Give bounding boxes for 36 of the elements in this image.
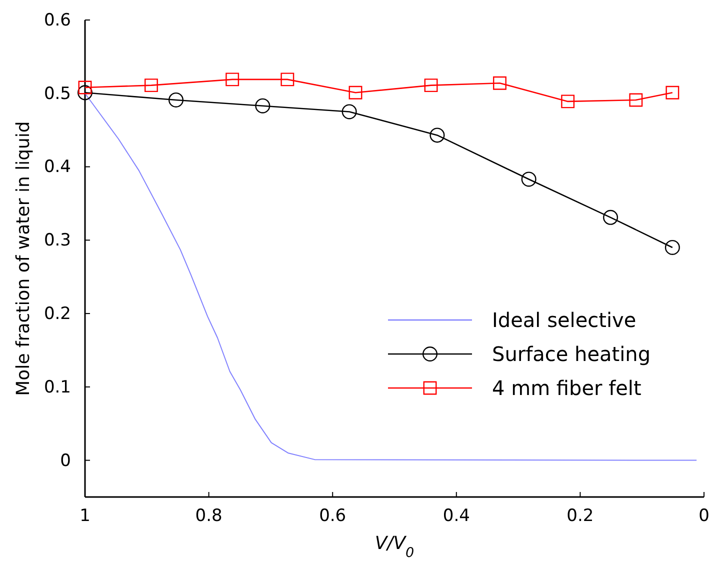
point <box>664 240 680 255</box>
point <box>144 78 158 92</box>
x-tick-label: 0.2 <box>566 506 594 526</box>
point <box>78 80 92 94</box>
x-tick-label: 0.6 <box>319 506 346 526</box>
point <box>348 86 362 100</box>
point <box>666 86 680 100</box>
y-tick-label: 0 <box>60 450 71 471</box>
point <box>561 94 575 108</box>
y-tick-label: 0.2 <box>44 304 71 324</box>
point <box>168 92 184 108</box>
point <box>430 128 445 143</box>
point <box>255 98 270 114</box>
point <box>226 72 240 86</box>
x-tick-label: 0.4 <box>442 506 470 526</box>
point <box>424 78 438 92</box>
y-tick-label: 0.4 <box>44 157 71 178</box>
legend-label: 4 mm fiber felt <box>492 376 642 400</box>
x-axis-title: V/V$_{0}$ <box>374 533 414 561</box>
point <box>77 85 93 100</box>
point <box>521 172 536 187</box>
point <box>342 104 357 120</box>
y-tick-label: 0.3 <box>44 230 71 251</box>
x-tick-label: 1 <box>80 506 90 526</box>
x-tick-label: 0 <box>698 506 710 526</box>
y-tick-label: 0.6 <box>44 10 71 30</box>
x-tick-label: 0.8 <box>195 506 222 526</box>
point <box>629 93 643 107</box>
point <box>603 210 618 225</box>
point <box>493 76 506 90</box>
legend-label: Ideal selective <box>492 308 636 332</box>
y-axis-title: Mole fraction of water in liquid <box>13 121 34 396</box>
legend-label: Surface heating <box>492 342 651 366</box>
point <box>280 72 294 86</box>
y-tick-label: 0.5 <box>44 84 71 104</box>
y-tick-label: 0.1 <box>44 377 71 398</box>
